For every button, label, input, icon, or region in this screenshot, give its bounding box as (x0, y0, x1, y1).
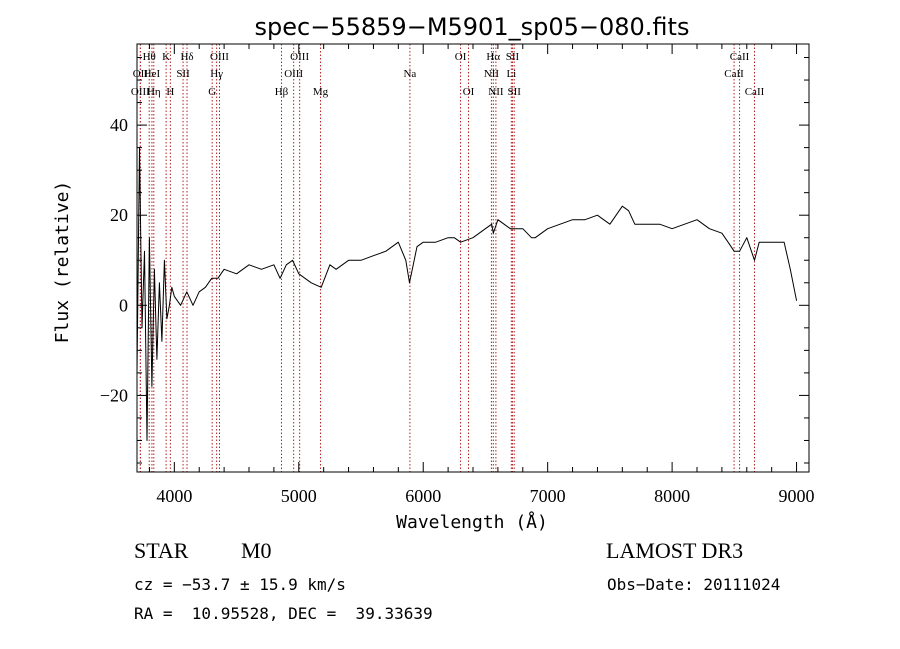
x-axis-ticks: 4000 5000 6000 7000 8000 9000 (148, 44, 815, 506)
spectral-line-label: Hη (147, 86, 161, 98)
spectral-line-label: SII (507, 86, 521, 98)
plot-frame (136, 43, 810, 473)
spectral-line-label: H (166, 86, 174, 98)
coordinates-readout: RA = 10.95528, DEC = 39.33639 (134, 604, 433, 623)
spectral-line-label: Hδ (180, 51, 193, 63)
y-axis-label: Flux (relative) (52, 181, 73, 344)
x-tick-label: 9000 (779, 486, 815, 506)
y-tick-label: 40 (110, 115, 128, 135)
survey-name: LAMOST DR3 (606, 538, 744, 563)
spectral-line-label: K (162, 51, 170, 63)
spectral-line-label: CaII (730, 51, 750, 63)
spectral-line-label: CaII (724, 68, 744, 80)
x-tick-label: 4000 (156, 486, 192, 506)
spectral-line-label: NII (484, 68, 500, 80)
spectral-line-label: G (208, 86, 216, 98)
x-tick-label: 7000 (530, 486, 566, 506)
object-class: STAR (134, 538, 189, 563)
flux-series-group (136, 147, 798, 441)
spectral-line-label: OI (455, 51, 467, 63)
spectral-line-label: Mg (313, 86, 329, 98)
spectral-line-label: Hθ (143, 51, 156, 63)
spectral-line-label: OIII (284, 68, 303, 80)
spectral-line-label: Hγ (210, 68, 223, 80)
flux-series-line (136, 147, 798, 441)
object-subclass: M0 (241, 538, 272, 563)
x-tick-label: 8000 (654, 486, 690, 506)
spectral-line-label: SII (176, 68, 190, 80)
spectral-line-label: OIII (290, 51, 309, 63)
spectral-line-label: NII (488, 86, 504, 98)
redshift-readout: cz = −53.7 ± 15.9 km/s (134, 575, 346, 594)
x-tick-label: 5000 (281, 486, 317, 506)
spectral-line-label: HeI (144, 68, 161, 80)
spectral-line-label: OI (463, 86, 475, 98)
spectrum-chart: spec−55859−M5901_sp05−080.fits HθOIIOIII… (52, 13, 815, 533)
spectral-line-label: OIII (210, 51, 229, 63)
spectral-line-label: SII (506, 51, 520, 63)
y-tick-label: 0 (119, 295, 128, 315)
x-axis-label: Wavelength (Å) (396, 511, 548, 533)
y-axis-ticks: −20 0 20 40 (100, 57, 809, 464)
spectral-line-label: OIII (131, 86, 150, 98)
spectral-line-label: CaII (745, 86, 765, 98)
chart-title: spec−55859−M5901_sp05−080.fits (255, 13, 690, 41)
y-tick-label: −20 (100, 385, 128, 405)
observation-date: Obs−Date: 20111024 (607, 575, 781, 594)
spectral-line-markers (139, 44, 755, 472)
spectral-line-label: Hβ (275, 86, 289, 98)
spectral-line-label: Na (403, 68, 416, 80)
x-tick-label: 6000 (405, 486, 441, 506)
spectral-line-label: Li (506, 68, 516, 80)
y-tick-label: 20 (110, 205, 128, 225)
spectral-line-label: Hα (486, 51, 500, 63)
